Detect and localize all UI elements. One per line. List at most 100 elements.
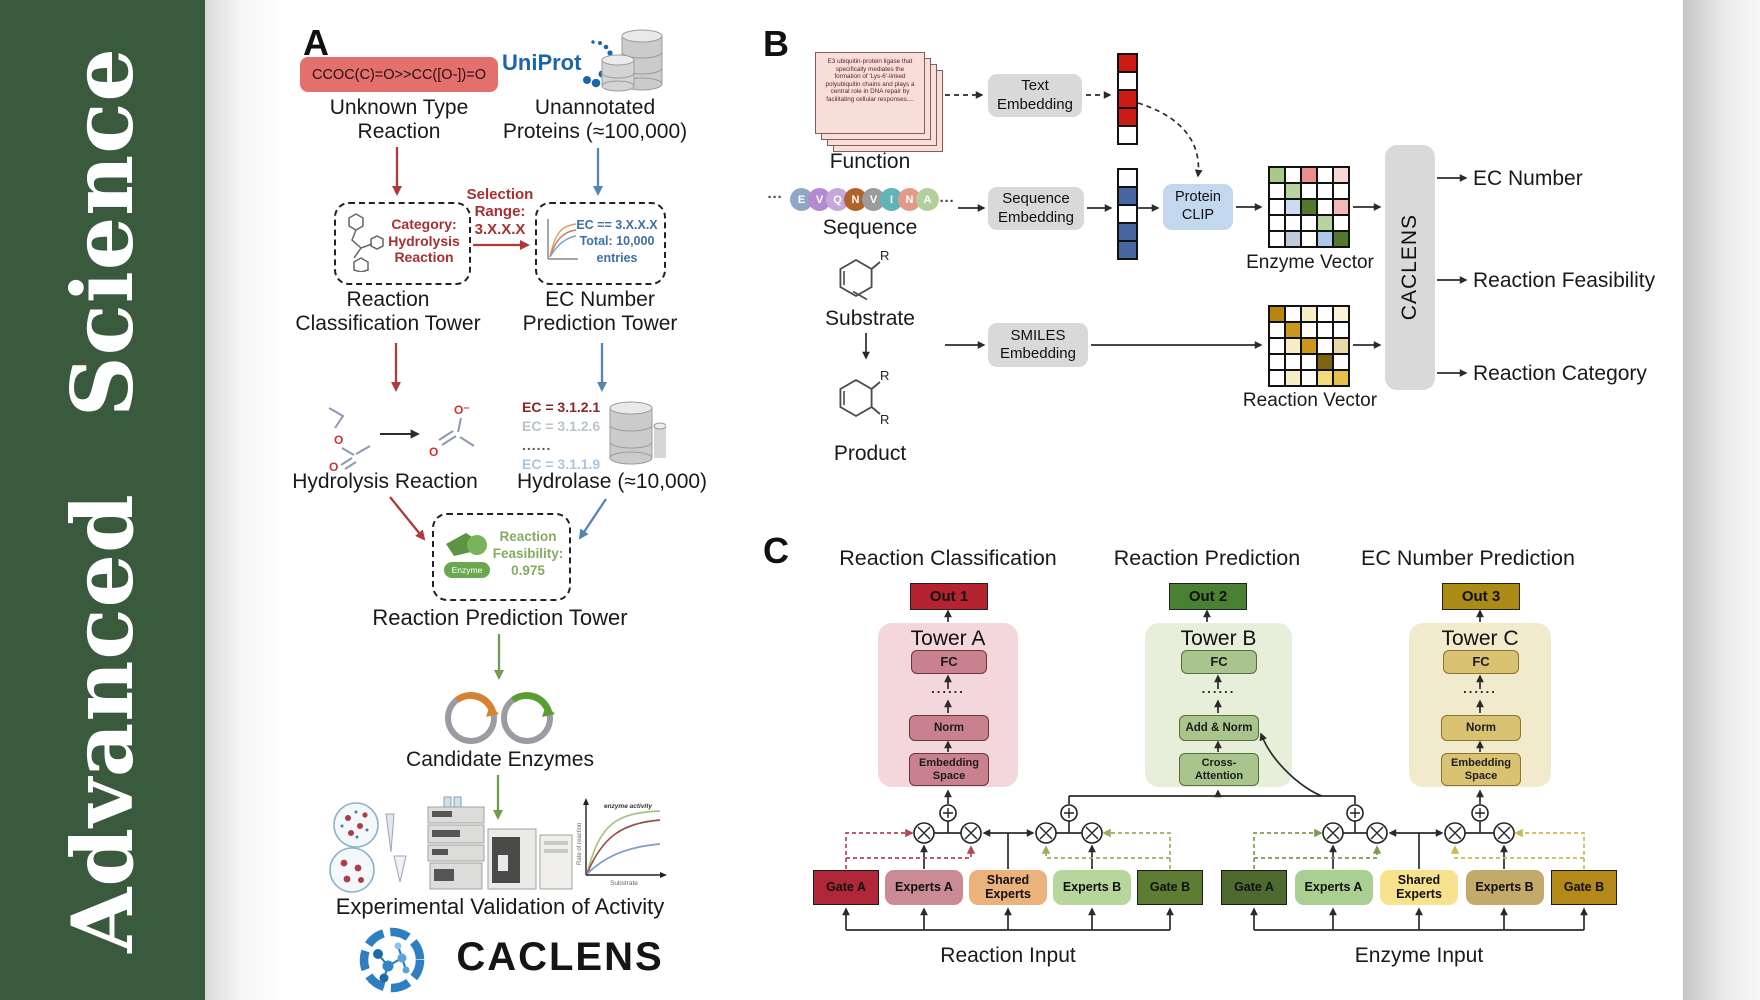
matrix-cell [1301,215,1317,231]
tower-c-norm: Norm [1441,715,1521,741]
residue-bubble-a: A [916,188,939,211]
matrix-cell [1269,306,1285,322]
sequence-ellipsis-left: ··· [767,189,783,206]
moe-box-gate-b: Gate B [1551,870,1617,905]
output-reaction-category: Reaction Category [1473,362,1647,385]
matrix-cell [1269,167,1285,183]
header-reaction-prediction: Reaction Prediction [1113,546,1301,570]
ec-result-2: EC = 3.1.2.6 [522,418,601,434]
tower-a-title: Tower A [910,627,986,650]
tower-c-embedding-space: Embedding Space [1441,753,1521,786]
r-group-label: R [880,368,889,383]
candidate-enzymes-label: Candidate Enzymes [406,748,594,771]
tower-b-dots: ...... [1201,681,1236,696]
reaction-feasibility-box [432,513,571,601]
tower-b-cross-attention: Cross- Attention [1179,753,1259,786]
caclens-logo-icon [359,927,425,993]
database-cylinders [601,29,663,92]
ec-result-top: EC = 3.1.2.1 [522,399,601,415]
oxygen-atom: O [429,445,438,459]
header-reaction-classification: Reaction Classification [839,546,1057,570]
moe-operator-circles [913,804,1515,844]
moe-box-experts-b: Experts B [1053,870,1131,905]
panel-a-label: A [303,22,329,63]
uniprot-logo-text: UniProt [502,50,582,75]
matrix-cell [1269,322,1285,338]
matrix-cell [1317,322,1333,338]
tower-b-add-norm: Add & Norm [1179,715,1259,741]
protein-clip-box: Protein CLIP [1163,184,1233,230]
sequence-embedding-vector [1117,168,1138,260]
matrix-cell [1317,215,1333,231]
ec-tower-label: EC Number Prediction Tower [522,288,678,335]
matrix-cell [1317,338,1333,354]
matrix-cell [1285,338,1301,354]
sequence-ellipsis-right: ··· [939,193,955,210]
enzyme-vector-label: Enzyme Vector [1246,252,1374,273]
classification-tower-label: Reaction Classification Tower [295,288,481,335]
out-2-box: Out 2 [1169,583,1247,610]
matrix-cell [1285,231,1301,247]
residue-bubble-n: N [844,188,867,211]
activity-plot-icon: enzyme activity Rate of reaction Substra… [577,798,667,887]
unknown-reaction-label: Unknown Type Reaction [329,96,469,143]
plot-xlabel: Substrate [610,880,638,887]
residue-bubble-e: E [790,188,813,211]
matrix-cell [1317,167,1333,183]
residue-bubble-n: N [898,188,921,211]
vector-cell [1118,223,1137,241]
tower-b-fc: FC [1181,650,1257,674]
journal-sidebar [0,0,205,1000]
matrix-cell [1333,183,1349,199]
tower-c-dots: ...... [1463,681,1497,696]
validation-label: Experimental Validation of Activity [335,894,665,919]
moe-box-experts-a: Experts A [885,870,963,905]
ec-result-dots: ...... [522,437,552,453]
residue-bubble-v: V [862,188,885,211]
vector-cell [1118,126,1137,144]
unannotated-proteins-label: Unannotated Proteins (≈100,000) [502,96,688,143]
vector-cell [1118,108,1137,126]
matrix-cell [1333,354,1349,370]
matrix-cell [1317,306,1333,322]
r-group-label: R [880,412,889,427]
moe-box-shared-experts: Shared Experts [969,870,1047,905]
residue-bubble-v: V [808,188,831,211]
matrix-cell [1333,306,1349,322]
tower-a-fc: FC [911,650,987,674]
vector-cell [1118,54,1137,72]
sequence-embedding-box: Sequence Embedding [988,187,1084,230]
header-ec-number-prediction: EC Number Prediction [1361,546,1575,570]
matrix-cell [1333,215,1349,231]
matrix-cell [1285,215,1301,231]
vector-cell [1118,90,1137,108]
matrix-cell [1285,167,1301,183]
matrix-cell [1301,354,1317,370]
ec-result-list: EC = 3.1.2.1 EC = 3.1.2.6 ...... EC = 3.… [522,398,600,474]
matrix-cell [1333,167,1349,183]
acetate-molecule-icon: O⁻ O [429,403,475,459]
moe-box-gate-b: Gate B [1137,870,1203,905]
enzyme-badge-text: Enzyme [452,565,483,575]
enzyme-input-label: Enzyme Input [1354,944,1484,967]
hydrolase-label: Hydrolase (≈10,000) [516,470,708,493]
tower-b-panel: Tower B FC ...... Add & Norm Cross- Atte… [1145,623,1292,787]
output-reaction-feasibility: Reaction Feasibility [1473,269,1656,292]
matrix-cell [1333,338,1349,354]
plus-circles [939,804,1489,822]
ec-result-last: EC = 3.1.1.9 [522,456,601,472]
r-group-label: R [880,248,889,263]
matrix-cell [1317,231,1333,247]
matrix-cell [1317,354,1333,370]
matrix-cell [1333,199,1349,215]
out-3-box: Out 3 [1442,583,1520,610]
residue-bubble-i: I [880,188,903,211]
matrix-cell [1317,370,1333,386]
page-right-shadow [1683,0,1760,1000]
matrix-cell [1269,370,1285,386]
feasibility-score-label: Reaction Feasibility: 0.975 [492,529,564,578]
reaction-input-label: Reaction Input [940,944,1076,967]
panel-c-label: C [763,530,789,571]
